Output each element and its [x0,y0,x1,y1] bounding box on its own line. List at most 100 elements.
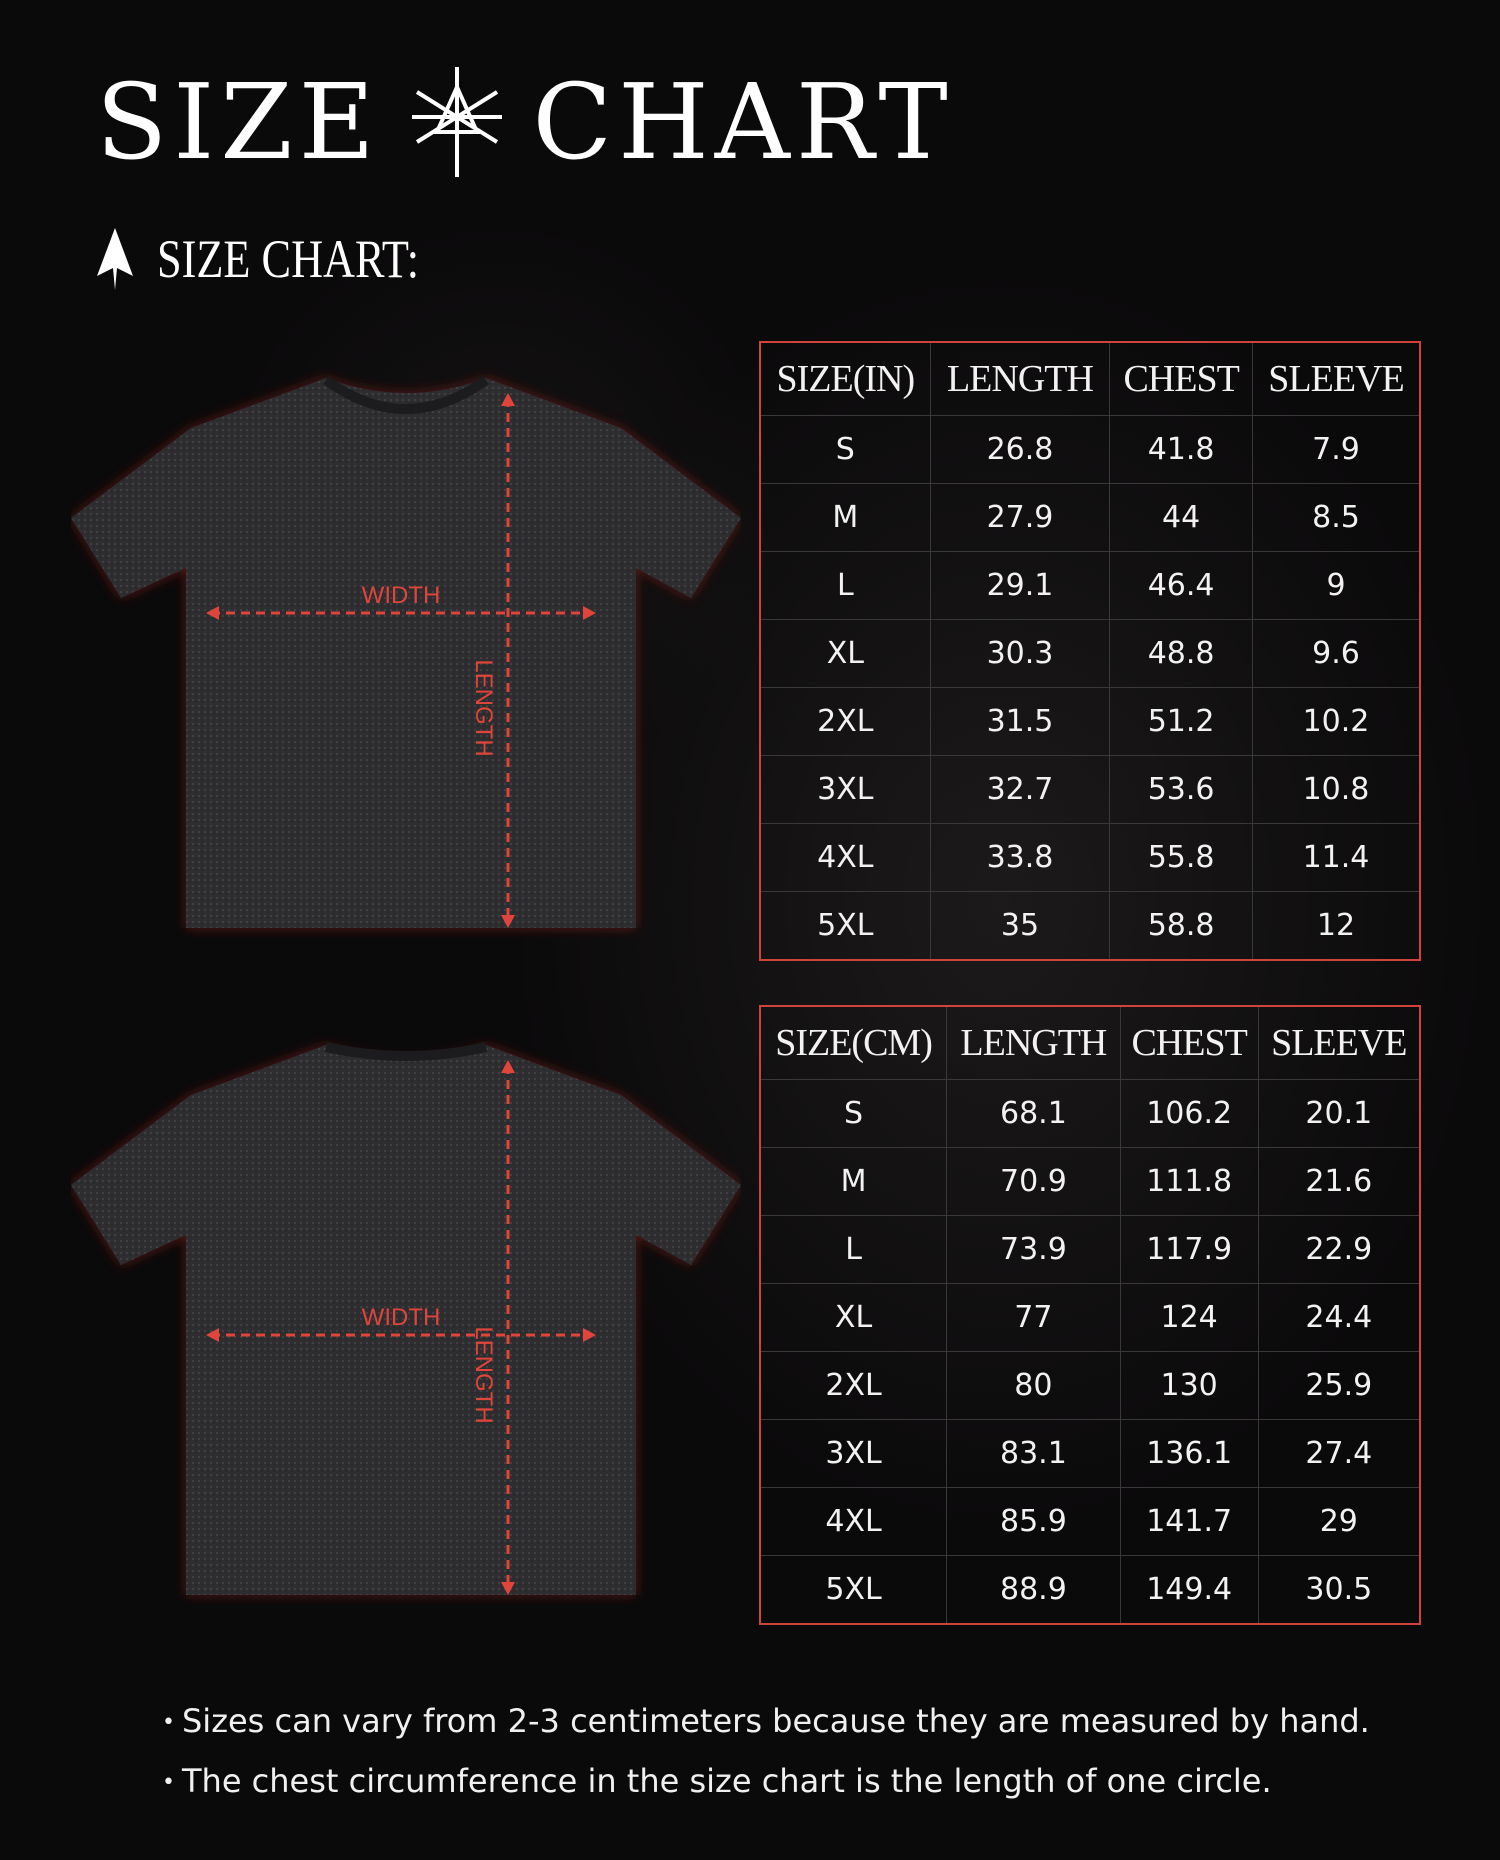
table-cell: 9 [1251,551,1421,620]
table-cell: 111.8 [1119,1147,1259,1216]
table-row: 2XL 80 130 25.9 [759,1351,1421,1420]
table-cell: 35 [929,891,1111,961]
size-table-cm: SIZE(CM) LENGTH CHEST SLEEVE S 68.1 106.2 20.1 M… [759,1005,1421,1625]
table-cell: 2XL [759,1351,948,1420]
table-row: XL 30.3 48.8 9.6 [759,619,1421,688]
table-row: S 68.1 106.2 20.1 [759,1079,1421,1148]
table-cell: 41.8 [1109,415,1253,484]
table-cell: M [759,1147,948,1216]
occult-star-icon [411,67,502,177]
table-row: 5XL 35 58.8 12 [759,891,1421,961]
table-row: L 73.9 117.9 22.9 [759,1215,1421,1284]
header-row: SIZE(IN) LENGTH CHEST SLEEVE [759,341,1421,416]
table-cell: 46.4 [1109,551,1253,620]
note: Sizes can vary from 2-3 centimeters beca… [162,1692,1370,1752]
column-header: CHEST [1119,1005,1259,1080]
table-cell: 30.5 [1257,1555,1421,1625]
table-cell: 3XL [759,755,931,824]
length-label: LENGTH [470,1326,497,1423]
table-cell: 88.9 [946,1555,1121,1625]
table-cell: 68.1 [946,1079,1121,1148]
table-cell: 31.5 [929,687,1111,756]
table-cell: 5XL [759,891,931,961]
table-cell: 21.6 [1257,1147,1421,1216]
table-cell: XL [759,1283,948,1352]
table-cell: 26.8 [929,415,1111,484]
table-cell: XL [759,619,931,688]
table-cell: 8.5 [1251,483,1421,552]
table-row: M 70.9 111.8 21.6 [759,1147,1421,1216]
table-cell: S [759,415,931,484]
table-cell: 83.1 [946,1419,1121,1488]
table-cell: L [759,551,931,620]
title-left: SIZE [96,61,381,183]
table-cell: 29 [1257,1487,1421,1556]
table-cell: S [759,1079,948,1148]
column-header: SIZE(CM) [759,1005,948,1080]
tshirt-body [71,378,741,928]
table-cell: 20.1 [1257,1079,1421,1148]
table-cell: 77 [946,1283,1121,1352]
table-cell: 11.4 [1251,823,1421,892]
table-cell: 12 [1251,891,1421,961]
tshirt-front-diagram: WIDTH LENGTH [71,375,741,928]
tshirt-body [71,1045,741,1595]
table-cell: 85.9 [946,1487,1121,1556]
table-cell: M [759,483,931,552]
header-row: SIZE(CM) LENGTH CHEST SLEEVE [759,1005,1421,1080]
length-label: LENGTH [470,659,497,756]
table-cell: 73.9 [946,1215,1121,1284]
table-row: 3XL 32.7 53.6 10.8 [759,755,1421,824]
table-row: L 29.1 46.4 9 [759,551,1421,620]
table-cell: 22.9 [1257,1215,1421,1284]
table-cell: 25.9 [1257,1351,1421,1420]
table-cell: 4XL [759,1487,948,1556]
table-row: 3XL 83.1 136.1 27.4 [759,1419,1421,1488]
table-cell: 30.3 [929,619,1111,688]
table-cell: L [759,1215,948,1284]
table-cell: 53.6 [1109,755,1253,824]
table-cell: 32.7 [929,755,1111,824]
section-heading: SIZE CHART: [95,228,477,290]
size-table-inches: SIZE(IN) LENGTH CHEST SLEEVE S 26.8 41.8 7.9 M 27… [759,341,1421,961]
table-cell: 58.8 [1109,891,1253,961]
table-cell: 149.4 [1119,1555,1259,1625]
table-cell: 29.1 [929,551,1111,620]
column-header: SLEEVE [1257,1005,1421,1080]
table-cell: 44 [1109,483,1253,552]
table-row: 2XL 31.5 51.2 10.2 [759,687,1421,756]
table-cell: 70.9 [946,1147,1121,1216]
width-label: WIDTH [362,582,441,609]
column-header: LENGTH [929,341,1111,416]
table-cell: 55.8 [1109,823,1253,892]
table-cell: 2XL [759,687,931,756]
column-header: SIZE(IN) [759,341,931,416]
table-cell: 130 [1119,1351,1259,1420]
table-cell: 3XL [759,1419,948,1488]
column-header: SLEEVE [1251,341,1421,416]
title-right: CHART [532,61,954,183]
table-cell: 9.6 [1251,619,1421,688]
table-cell: 51.2 [1109,687,1253,756]
tshirt-back-diagram: WIDTH LENGTH [71,1042,741,1595]
table-cell: 5XL [759,1555,948,1625]
table-cell: 80 [946,1351,1121,1420]
table-row: 4XL 33.8 55.8 11.4 [759,823,1421,892]
table-row: 4XL 85.9 141.7 29 [759,1487,1421,1556]
table-cell: 124 [1119,1283,1259,1352]
table-row: S 26.8 41.8 7.9 [759,415,1421,484]
table-cell: 48.8 [1109,619,1253,688]
table-row: M 27.9 44 8.5 [759,483,1421,552]
table-cell: 10.8 [1251,755,1421,824]
table-cell: 27.4 [1257,1419,1421,1488]
table-cell: 7.9 [1251,415,1421,484]
column-header: CHEST [1109,341,1253,416]
table-cell: 27.9 [929,483,1111,552]
table-cell: 117.9 [1119,1215,1259,1284]
arrow-up-icon [97,228,133,290]
table-cell: 24.4 [1257,1283,1421,1352]
table-row: 5XL 88.9 149.4 30.5 [759,1555,1421,1625]
column-header: LENGTH [946,1005,1121,1080]
width-label: WIDTH [362,1304,441,1331]
table-cell: 106.2 [1119,1079,1259,1148]
